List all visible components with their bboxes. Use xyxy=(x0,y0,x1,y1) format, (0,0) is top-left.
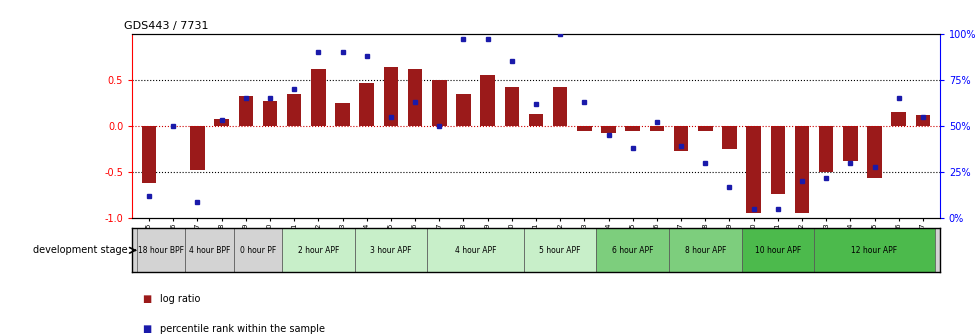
Bar xyxy=(596,228,668,272)
Text: percentile rank within the sample: percentile rank within the sample xyxy=(159,324,325,334)
Bar xyxy=(282,228,354,272)
Bar xyxy=(814,228,934,272)
Text: 5 hour APF: 5 hour APF xyxy=(539,246,580,255)
Bar xyxy=(523,228,596,272)
Bar xyxy=(214,119,229,126)
Bar xyxy=(239,95,253,126)
Bar xyxy=(600,126,615,133)
Text: 2 hour APF: 2 hour APF xyxy=(297,246,338,255)
Bar xyxy=(311,69,326,126)
Bar xyxy=(431,80,446,126)
Bar xyxy=(914,115,929,126)
Bar xyxy=(142,126,156,183)
Bar xyxy=(234,228,282,272)
Text: 0 hour PF: 0 hour PF xyxy=(240,246,276,255)
Bar xyxy=(673,126,688,151)
Bar xyxy=(408,69,422,126)
Text: development stage: development stage xyxy=(32,245,127,255)
Bar xyxy=(794,126,809,213)
Text: 10 hour APF: 10 hour APF xyxy=(754,246,800,255)
Text: ■: ■ xyxy=(142,324,151,334)
Text: 6 hour APF: 6 hour APF xyxy=(611,246,652,255)
Bar xyxy=(722,126,736,149)
Bar xyxy=(740,228,814,272)
Bar xyxy=(697,126,712,131)
Bar xyxy=(480,75,495,126)
Bar xyxy=(426,228,523,272)
Bar xyxy=(137,228,185,272)
Bar xyxy=(359,83,374,126)
Bar xyxy=(553,87,567,126)
Bar xyxy=(383,67,398,126)
Bar xyxy=(576,126,591,131)
Bar xyxy=(818,126,832,172)
Bar xyxy=(287,94,301,126)
Text: GDS443 / 7731: GDS443 / 7731 xyxy=(124,22,208,32)
Bar xyxy=(891,112,905,126)
Bar xyxy=(504,87,518,126)
Bar xyxy=(842,126,857,161)
Bar xyxy=(354,228,426,272)
Bar xyxy=(625,126,640,131)
Text: 18 hour BPF: 18 hour BPF xyxy=(138,246,184,255)
Text: 12 hour APF: 12 hour APF xyxy=(851,246,897,255)
Bar xyxy=(262,101,277,126)
Bar xyxy=(456,94,470,126)
Text: ■: ■ xyxy=(142,294,151,304)
Bar xyxy=(867,126,881,178)
Bar xyxy=(190,126,204,170)
Bar xyxy=(745,126,760,213)
Bar xyxy=(185,228,234,272)
Bar xyxy=(649,126,663,131)
Bar xyxy=(770,126,784,195)
Text: 4 hour APF: 4 hour APF xyxy=(455,246,496,255)
Text: 3 hour APF: 3 hour APF xyxy=(370,246,411,255)
Text: log ratio: log ratio xyxy=(159,294,200,304)
Bar xyxy=(334,103,349,126)
Text: 8 hour APF: 8 hour APF xyxy=(684,246,726,255)
Text: 4 hour BPF: 4 hour BPF xyxy=(189,246,230,255)
Bar xyxy=(528,114,543,126)
Bar xyxy=(668,228,740,272)
